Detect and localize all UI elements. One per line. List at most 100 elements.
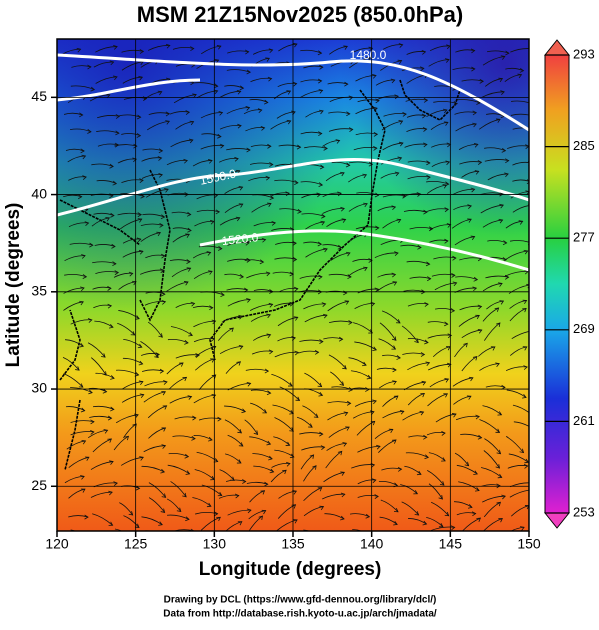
streamline bbox=[327, 82, 348, 85]
streamline bbox=[252, 453, 273, 460]
streamline-arrow bbox=[518, 220, 524, 225]
streamline bbox=[167, 338, 189, 344]
streamline bbox=[147, 405, 167, 419]
streamline-arrow bbox=[136, 114, 142, 120]
streamline-arrow bbox=[213, 511, 219, 517]
streamline bbox=[479, 363, 500, 371]
streamline bbox=[245, 368, 269, 372]
streamline bbox=[68, 222, 89, 228]
streamline bbox=[95, 271, 119, 274]
streamline-arrow bbox=[238, 442, 244, 447]
streamline-arrow bbox=[159, 268, 165, 274]
streamline-arrow bbox=[451, 273, 456, 278]
streamline bbox=[376, 367, 397, 371]
streamline bbox=[225, 521, 242, 531]
streamline-arrow bbox=[373, 131, 379, 137]
streamline bbox=[114, 528, 123, 531]
streamline-arrow bbox=[444, 238, 449, 244]
streamline bbox=[196, 90, 218, 99]
streamline-arrow bbox=[238, 203, 244, 208]
streamline bbox=[347, 267, 368, 277]
streamline-arrow bbox=[159, 222, 164, 228]
streamline bbox=[90, 461, 114, 470]
colorbar-tick-label: 277 bbox=[573, 230, 595, 245]
streamline bbox=[303, 241, 322, 245]
x-tick-label: 120 bbox=[45, 536, 69, 552]
streamline bbox=[114, 144, 137, 147]
streamline-arrow bbox=[243, 287, 249, 293]
streamline-arrow bbox=[265, 271, 271, 277]
streamline bbox=[322, 244, 342, 249]
streamline bbox=[433, 101, 458, 105]
streamline-arrow bbox=[113, 481, 118, 486]
streamline-arrow bbox=[498, 518, 503, 523]
streamline bbox=[122, 250, 143, 258]
streamline-arrow bbox=[530, 426, 534, 430]
streamline bbox=[405, 98, 428, 102]
streamline-arrow bbox=[390, 541, 394, 545]
streamline bbox=[92, 513, 113, 526]
streamline-arrow bbox=[241, 408, 247, 414]
streamline bbox=[195, 512, 218, 515]
streamline bbox=[325, 172, 345, 182]
streamline-arrow bbox=[477, 160, 483, 165]
streamline bbox=[405, 533, 425, 536]
streamline bbox=[227, 241, 250, 246]
streamline bbox=[432, 346, 451, 358]
streamline-arrow bbox=[246, 69, 251, 75]
streamline bbox=[142, 213, 165, 218]
streamline bbox=[330, 371, 344, 386]
streamline-arrow bbox=[182, 376, 188, 382]
streamline bbox=[219, 469, 235, 481]
streamline-arrow bbox=[206, 251, 212, 256]
streamline-arrow bbox=[444, 207, 449, 213]
streamline bbox=[274, 302, 294, 307]
streamline bbox=[402, 411, 424, 421]
streamline-arrow bbox=[376, 444, 381, 450]
streamline-arrow bbox=[319, 339, 324, 344]
streamline-arrow bbox=[286, 461, 291, 467]
streamline-arrow bbox=[82, 274, 88, 279]
streamline-arrow bbox=[195, 353, 200, 358]
streamline bbox=[482, 495, 506, 503]
streamline bbox=[244, 419, 258, 435]
streamline-arrow bbox=[261, 237, 267, 243]
streamline bbox=[226, 69, 251, 73]
streamline bbox=[166, 281, 189, 292]
streamline-arrow bbox=[179, 362, 184, 367]
streamline bbox=[274, 257, 297, 260]
streamline bbox=[196, 451, 218, 462]
streamline-arrow bbox=[344, 300, 350, 305]
streamline-arrow bbox=[109, 60, 115, 66]
streamline-arrow bbox=[447, 333, 453, 339]
streamline bbox=[482, 307, 499, 322]
streamline-arrow bbox=[237, 123, 242, 129]
streamline bbox=[429, 45, 451, 52]
streamline bbox=[322, 493, 345, 500]
streamline-arrow bbox=[344, 81, 349, 87]
streamline-arrow bbox=[88, 389, 93, 395]
streamline-arrow bbox=[113, 45, 118, 50]
streamline-arrow bbox=[398, 43, 404, 48]
streamline bbox=[405, 452, 429, 458]
streamline bbox=[426, 208, 449, 213]
streamline bbox=[143, 91, 162, 100]
streamline bbox=[461, 329, 482, 339]
streamline bbox=[119, 114, 141, 118]
streamline bbox=[93, 61, 114, 68]
streamline-arrow bbox=[468, 376, 474, 382]
contour-line bbox=[57, 78, 201, 102]
streamline-arrow bbox=[157, 156, 163, 161]
streamline bbox=[354, 341, 377, 351]
streamline-arrow bbox=[268, 455, 273, 461]
streamline-arrow bbox=[374, 192, 380, 198]
streamline bbox=[328, 320, 353, 324]
streamline bbox=[170, 326, 193, 336]
streamline bbox=[455, 49, 475, 53]
streamline-arrow bbox=[477, 328, 483, 334]
streamline bbox=[227, 50, 249, 54]
streamline bbox=[167, 464, 190, 475]
streamline-arrow bbox=[90, 419, 95, 425]
streamline-arrow bbox=[318, 392, 324, 397]
streamline bbox=[453, 188, 475, 195]
